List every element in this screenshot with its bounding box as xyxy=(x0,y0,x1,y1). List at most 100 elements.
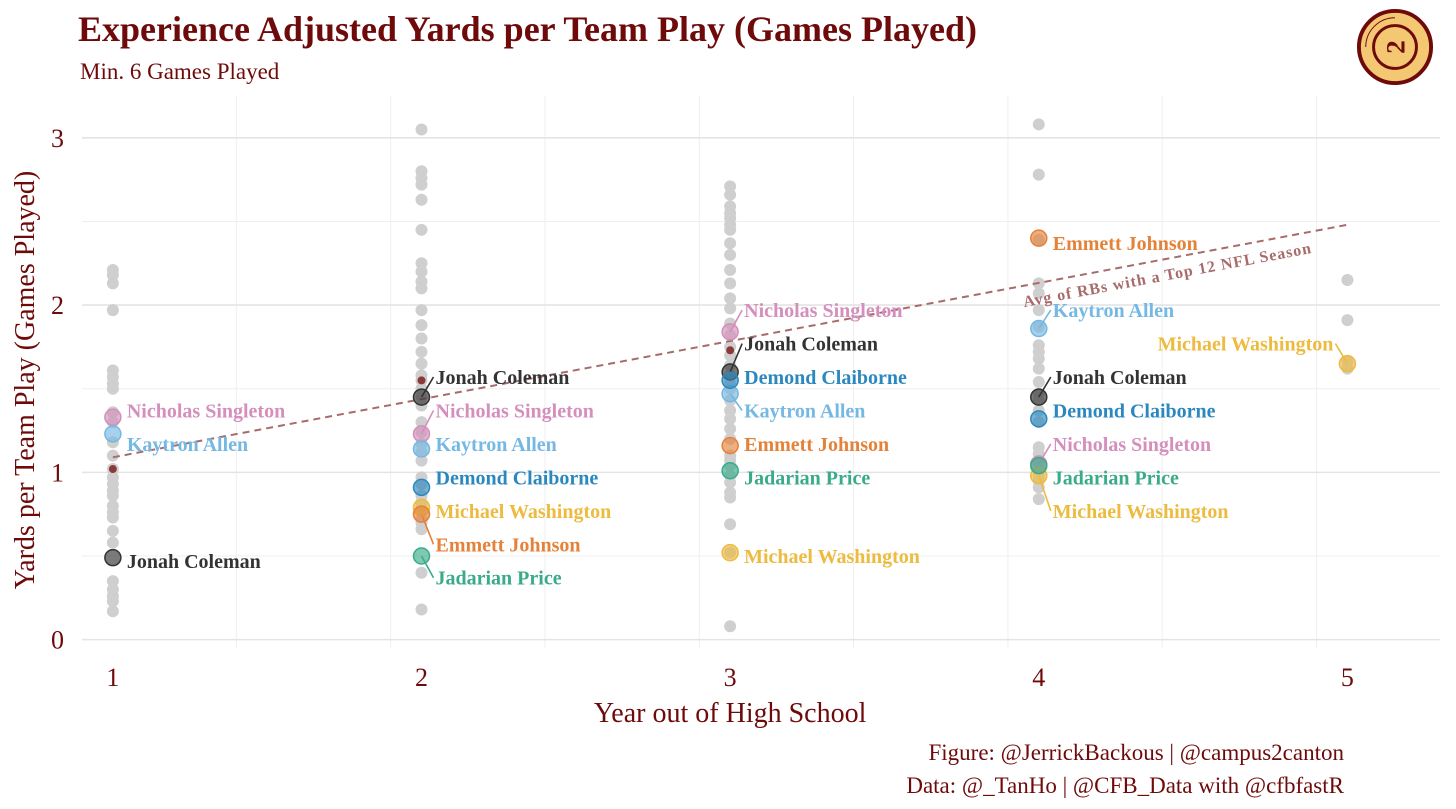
player-point xyxy=(104,408,122,426)
player-point xyxy=(412,547,431,565)
player-label: Nicholas Singleton xyxy=(1053,434,1211,456)
y-tick-label: 3 xyxy=(51,124,64,153)
player-label: Demond Claiborne xyxy=(744,367,907,389)
background-point xyxy=(724,302,737,315)
x-tick-label: 3 xyxy=(724,663,737,692)
background-point xyxy=(724,620,737,633)
background-point xyxy=(106,595,119,608)
player-point xyxy=(104,548,122,567)
player-label: Jonah Coleman xyxy=(1053,367,1187,389)
background-point xyxy=(106,575,119,588)
background-point xyxy=(724,277,737,290)
player-label: Emmett Johnson xyxy=(1053,233,1198,255)
background-point xyxy=(724,476,737,489)
player-label: Jonah Coleman xyxy=(744,334,878,356)
reference-point xyxy=(108,465,117,474)
x-tick-label: 1 xyxy=(106,663,119,692)
background-point xyxy=(106,277,119,290)
x-tick-label: 5 xyxy=(1341,663,1354,692)
y-axis-title: Yards per Team Play (Games Played) xyxy=(10,171,41,589)
x-axis-title: Year out of High School xyxy=(594,698,867,729)
background-point xyxy=(106,489,119,502)
reference-point xyxy=(726,346,735,355)
background-point xyxy=(415,523,428,536)
player-label: Jadarian Price xyxy=(744,467,870,489)
background-point xyxy=(724,237,737,250)
background-point xyxy=(415,416,428,429)
player-label: Emmett Johnson xyxy=(744,434,889,456)
background-point xyxy=(724,404,737,417)
background-point xyxy=(724,292,737,305)
background-point xyxy=(1032,287,1045,300)
svg-text:2: 2 xyxy=(1381,40,1411,54)
background-point xyxy=(724,412,737,425)
background-point xyxy=(415,357,428,370)
player-points xyxy=(104,229,1357,567)
reference-point xyxy=(417,376,426,385)
player-label: Kaytron Allen xyxy=(1053,300,1174,322)
player-label: Nicholas Singleton xyxy=(127,400,285,422)
player-point xyxy=(104,425,122,443)
player-point xyxy=(721,461,739,480)
background-point xyxy=(106,304,119,317)
background-point xyxy=(1032,168,1045,181)
player-label: Kaytron Allen xyxy=(127,434,248,456)
caption-line-1: Figure: @JerrickBackous | @campus2canton xyxy=(928,740,1344,765)
background-point xyxy=(415,178,428,191)
background-point xyxy=(415,282,428,295)
player-point xyxy=(412,388,431,406)
figure-caption: Figure: @JerrickBackous | @campus2canton… xyxy=(906,736,1344,802)
player-label: Jonah Coleman xyxy=(436,367,570,389)
campus2canton-logo-icon: 2 xyxy=(1356,8,1434,86)
background-point xyxy=(724,491,737,504)
grid-lines xyxy=(82,96,1440,648)
player-label: Jonah Coleman xyxy=(127,551,261,573)
player-point xyxy=(412,505,431,523)
background-point xyxy=(415,319,428,332)
background-point xyxy=(106,449,119,462)
axes: 1 2 3 4 5 0 1 2 3 Year out of High School Yards pe… xyxy=(10,124,1354,729)
background-point xyxy=(1341,314,1354,327)
player-point xyxy=(1030,388,1048,406)
background-point xyxy=(1032,362,1045,375)
background-point xyxy=(415,603,428,616)
background-point xyxy=(1032,493,1045,506)
background-point xyxy=(415,223,428,236)
background-point xyxy=(106,268,119,281)
player-point xyxy=(412,440,431,458)
background-point xyxy=(106,511,119,524)
background-point xyxy=(106,382,119,395)
player-point xyxy=(412,478,431,497)
player-point xyxy=(1030,456,1048,475)
background-point xyxy=(724,223,737,236)
player-point xyxy=(721,543,739,562)
player-point xyxy=(721,323,739,341)
player-label: Demond Claiborne xyxy=(436,467,599,489)
player-point xyxy=(1338,354,1357,373)
player-labels: Nicholas Singleton Kaytron Allen Jonah Col… xyxy=(127,233,1334,590)
background-point xyxy=(1032,352,1045,365)
x-tick-label: 4 xyxy=(1032,663,1045,692)
player-label: Kaytron Allen xyxy=(744,400,865,422)
background-point xyxy=(1032,376,1045,389)
background-point xyxy=(415,193,428,206)
reference-line xyxy=(112,223,1348,459)
background-point xyxy=(724,188,737,201)
background-point xyxy=(724,263,737,276)
player-label: Jadarian Price xyxy=(1053,467,1179,489)
player-label: Michael Washington xyxy=(744,546,920,568)
player-label: Emmett Johnson xyxy=(436,534,581,556)
background-point xyxy=(415,566,428,579)
player-point xyxy=(1030,410,1048,428)
background-point xyxy=(724,518,737,531)
background-point xyxy=(415,345,428,358)
player-point xyxy=(1030,229,1048,247)
background-point xyxy=(724,248,737,261)
player-label: Michael Washington xyxy=(1053,501,1229,523)
background-point xyxy=(415,257,428,270)
background-point xyxy=(415,332,428,345)
player-point xyxy=(1030,319,1048,338)
y-tick-label: 0 xyxy=(51,626,64,655)
background-point xyxy=(415,123,428,136)
